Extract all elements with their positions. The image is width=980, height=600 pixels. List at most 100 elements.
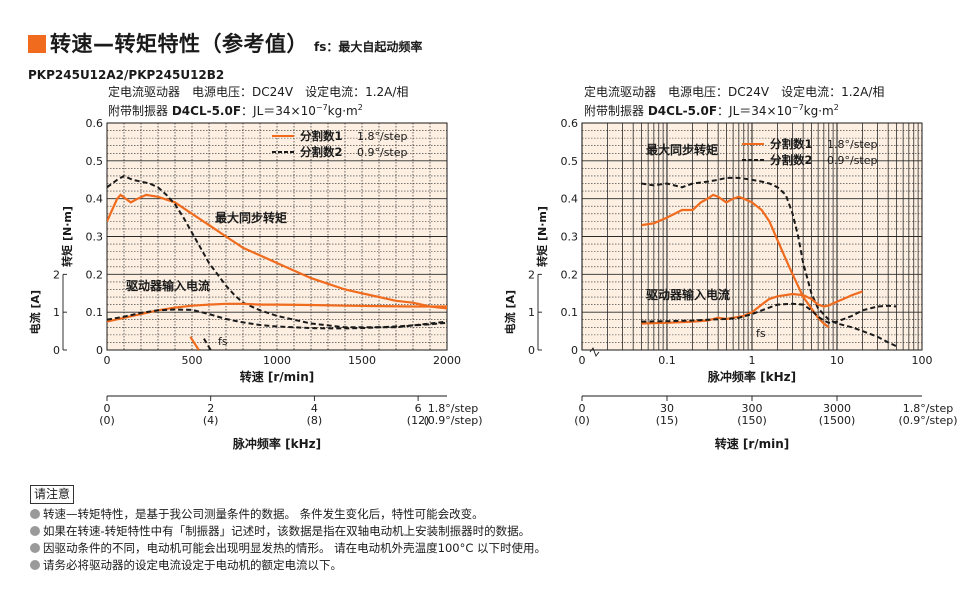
current-tick-label: 1 [53,306,60,319]
axis-break-icon [589,347,600,357]
series-line-current-solid [641,290,863,325]
current-axis-label: 电流 [A] [28,290,42,334]
secondary-end-sub: (0.9°/step) [423,414,482,427]
y-tick-label: 0 [96,344,103,357]
left-conditions-line1: 定电流驱动器 电源电压：DC24V 设定电流：1.2A/相 [108,85,409,99]
secondary-axis-label: 转速 [r/min] [715,436,790,451]
x-tick-label: 1500 [348,354,376,367]
y-tick-label: 0.3 [561,231,579,244]
secondary-tick-label: 4 [311,402,318,415]
series-line-current-dashed [641,302,897,324]
y-tick-label: 0.1 [561,306,579,319]
page-title: 转速—转矩特性（参考值） [50,32,308,56]
right-damper-model: D4CL-5.0F [647,104,718,118]
left-conditions-line2: 附带制振器 D4CL-5.0F：JL＝34×10−7kg·m2 [108,103,363,118]
legend-label: 分割数1 [300,129,343,143]
series-line-current-dashed [107,308,447,330]
notes-title: 请注意 [30,485,75,504]
secondary-tick-sub: (4) [203,414,219,427]
y-tick-label: 0.6 [561,117,579,130]
x-tick-label: 500 [182,354,203,367]
secondary-tick-label: 0 [579,402,586,415]
secondary-tick-sub: (0) [574,414,590,427]
secondary-tick-label: 2 [207,402,214,415]
series-line-fs-dashed [203,338,212,350]
y-tick-label: 0.5 [561,155,579,168]
secondary-tick-label: 300 [742,402,763,415]
secondary-axis-label: 脉冲频率 [kHz] [232,436,321,451]
secondary-tick-sub: (8) [307,414,323,427]
series-line-torque-dashed [641,176,897,348]
x-tick-label: 1000 [263,354,291,367]
x-axis-label: 转速 [r/min] [240,369,315,384]
y-axis-label: 转矩 [N·m] [535,206,549,267]
x-tick-label: 10 [830,354,844,367]
current-tick-label: 2 [53,268,60,281]
bullet-icon [30,560,40,570]
y-tick-label: 0 [571,344,578,357]
y-axis-label: 转矩 [N·m] [60,206,74,267]
annotation-pullout: 最大同步转矩 [646,142,718,157]
note-item: 请务必将驱动器的设定电流设定于电动机的额定电流以下。 [30,557,546,574]
current-axis-label: 电流 [A] [503,290,517,334]
note-item: 转速—转矩特性，是基于我公司测量条件的数据。 条件发生变化后，特性可能会改变。 [30,506,546,523]
secondary-tick-sub: (1500) [819,414,856,427]
secondary-end-sub: (0.9°/step) [898,414,957,427]
current-tick-label: 0 [53,344,60,357]
left-damper-model: D4CL-5.0F [171,104,242,118]
secondary-tick-label: 6 [415,402,422,415]
x-tick-label: 100 [912,354,933,367]
current-tick-label: 2 [528,268,535,281]
secondary-end-label: 1.8°/step [428,402,479,415]
title-accent-square [28,35,46,53]
legend-step: 1.8°/step [827,138,878,151]
plot-frame [581,122,923,351]
secondary-end-label: 1.8°/step [903,402,954,415]
x-tick-label: 0 [104,354,111,367]
right-conditions-line1: 定电流驱动器 电源电压：DC24V 设定电流：1.2A/相 [584,85,885,99]
right-conditions: 定电流驱动器 电源电压：DC24V 设定电流：1.2A/相 附带制振器 D4CL… [584,84,884,119]
page-title-row: 转速—转矩特性（参考值） fs：最大自起动频率 [28,28,422,58]
legend-label: 分割数2 [300,145,343,159]
secondary-tick-sub: (15) [656,414,679,427]
x-tick-label: 1 [749,354,756,367]
annotation-fs: fs [218,335,228,348]
y-tick-label: 0.3 [86,231,104,244]
annotation-current: 驱动器输入电流 [126,278,210,293]
bullet-icon [30,509,40,519]
plot-frame [106,122,448,351]
left-conditions: 定电流驱动器 电源电压：DC24V 设定电流：1.2A/相 附带制振器 D4CL… [108,84,408,119]
x-tick-label-zero: 0 [579,354,586,367]
secondary-tick-label: 0 [104,402,111,415]
secondary-tick-label: 3000 [823,402,851,415]
right-conditions-line2: 附带制振器 D4CL-5.0F：JL＝34×10−7kg·m2 [584,103,839,118]
current-tick-label: 1 [528,306,535,319]
x-tick-label: 0.1 [658,354,676,367]
annotation-current: 驱动器输入电流 [646,287,730,302]
model-number: PKP245U12A2/PKP245U12B2 [28,68,225,82]
page-title-suffix: fs：最大自起动频率 [314,40,423,54]
secondary-tick-sub: (150) [737,414,767,427]
secondary-tick-label: 30 [660,402,674,415]
x-axis-label: 脉冲频率 [kHz] [707,369,796,384]
current-tick-label: 0 [528,344,535,357]
y-tick-label: 0.6 [86,117,104,130]
legend-label: 分割数2 [770,153,813,167]
series-line-torque-solid [641,193,830,329]
x-tick-label: 2000 [433,354,461,367]
legend-step: 0.9°/step [827,154,878,167]
bullet-icon [30,543,40,553]
series-line-torque-dashed [107,174,447,329]
y-tick-label: 0.1 [86,306,104,319]
legend-step: 0.9°/step [357,146,408,159]
y-tick-label: 0.5 [86,155,104,168]
annotation-fs: fs [756,327,766,340]
secondary-tick-sub: (12) [407,414,430,427]
y-tick-label: 0.4 [86,193,104,206]
bullet-icon [30,526,40,536]
notes-section: 请注意 转速—转矩特性，是基于我公司测量条件的数据。 条件发生变化后，特性可能会… [30,485,546,574]
legend-label: 分割数1 [770,137,813,151]
legend-step: 1.8°/step [357,130,408,143]
y-tick-label: 0.2 [561,268,579,281]
